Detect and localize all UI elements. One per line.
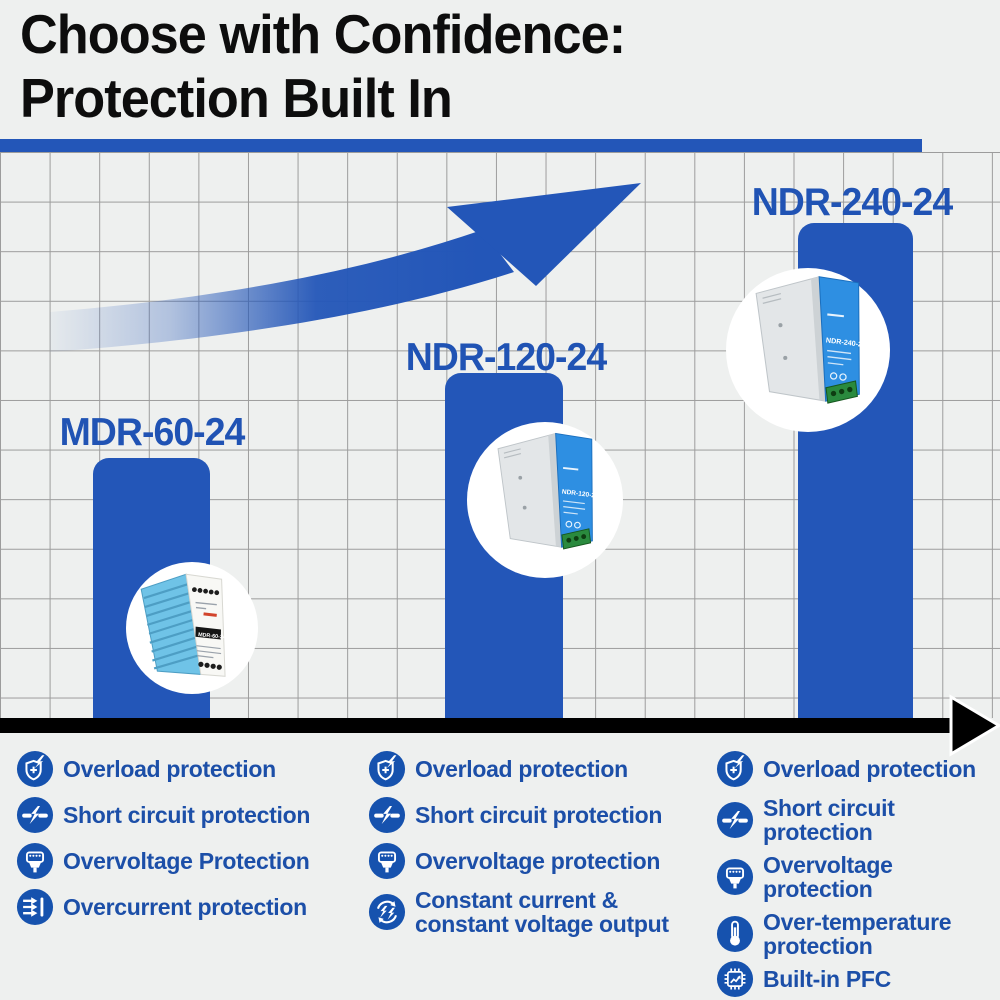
- feature-item: Overvoltage protection: [716, 853, 1000, 902]
- feature-item: Overload protection: [16, 750, 310, 788]
- feature-item: Short circuit protection: [368, 796, 669, 834]
- title-divider: [0, 139, 922, 152]
- bar-label-ndr-240-24: NDR-240-24: [751, 181, 954, 224]
- feature-item: Overload protection: [368, 750, 669, 788]
- feature-label: Short circuit protection: [763, 795, 895, 846]
- page-title-line2: Protection Built In: [20, 67, 453, 130]
- feature-column-mdr-60-24: Overload protection Short circuit protect…: [16, 750, 310, 934]
- product-image-ndr-240-24: NDR-240-24: [755, 276, 867, 404]
- product-image-mdr-60-24: MDR-60-24: [140, 573, 226, 677]
- feature-item: Built-in PFC: [716, 960, 1000, 998]
- built-in-pfc-icon: [716, 960, 754, 998]
- feature-label: Built-in PFC: [763, 966, 891, 993]
- feature-item: Short circuit protection: [716, 796, 1000, 845]
- page-title: Choose with Confidence: Protection Built…: [20, 2, 626, 131]
- feature-item: Overload protection: [716, 750, 1000, 788]
- feature-label: Over-temperature protection: [763, 908, 952, 959]
- feature-item: Short circuit protection: [16, 796, 310, 834]
- feature-item: Over-temperature protection: [716, 908, 1000, 959]
- overvoltage-icon: [368, 842, 406, 880]
- feature-label: Overvoltage protection: [415, 847, 661, 874]
- x-axis: [0, 694, 1000, 757]
- feature-label: Overload protection: [763, 755, 976, 782]
- growth-arrow-icon: [50, 183, 641, 352]
- device-label-mdr-60-24: MDR-60-24: [198, 632, 226, 641]
- overcurrent-icon: [16, 888, 54, 926]
- device-label-ndr-120-24: NDR-120-24: [561, 489, 599, 500]
- page-title-line1: Choose with Confidence:: [20, 3, 626, 65]
- product-image-ndr-120-24: NDR-120-24: [497, 432, 599, 550]
- feature-label: Constant current & constant voltage outp…: [415, 887, 669, 938]
- overload-icon: [368, 750, 406, 788]
- feature-item: Overvoltage Protection: [16, 842, 310, 880]
- overvoltage-icon: [16, 842, 54, 880]
- feature-column-ndr-120-24: Overload protection Short circuit protect…: [368, 750, 669, 939]
- short-circuit-icon: [716, 801, 754, 839]
- overload-icon: [16, 750, 54, 788]
- feature-label: Overcurrent protection: [63, 893, 307, 920]
- bar-label-ndr-120-24: NDR-120-24: [405, 336, 608, 379]
- feature-label: Short circuit protection: [415, 801, 663, 828]
- feature-label: Overvoltage protection: [763, 851, 893, 903]
- feature-item: Overvoltage protection: [368, 842, 669, 880]
- short-circuit-icon: [368, 796, 406, 834]
- cc-cv-icon: [368, 893, 406, 931]
- bar-label-mdr-60-24: MDR-60-24: [59, 411, 246, 454]
- over-temperature-icon: [716, 915, 754, 953]
- feature-column-ndr-240-24: Overload protection Short circuit protect…: [716, 750, 1000, 1000]
- x-axis-arrowhead-icon: [949, 694, 1000, 757]
- feature-label: Overload protection: [63, 755, 276, 782]
- feature-label: Overvoltage Protection: [63, 847, 310, 874]
- feature-item: Constant current & constant voltage outp…: [368, 888, 669, 937]
- short-circuit-icon: [16, 796, 54, 834]
- feature-item: Overcurrent protection: [16, 888, 310, 926]
- feature-label: Short circuit protection: [63, 801, 311, 828]
- overload-icon: [716, 750, 754, 788]
- overvoltage-icon: [716, 858, 754, 896]
- feature-label: Overload protection: [415, 755, 628, 782]
